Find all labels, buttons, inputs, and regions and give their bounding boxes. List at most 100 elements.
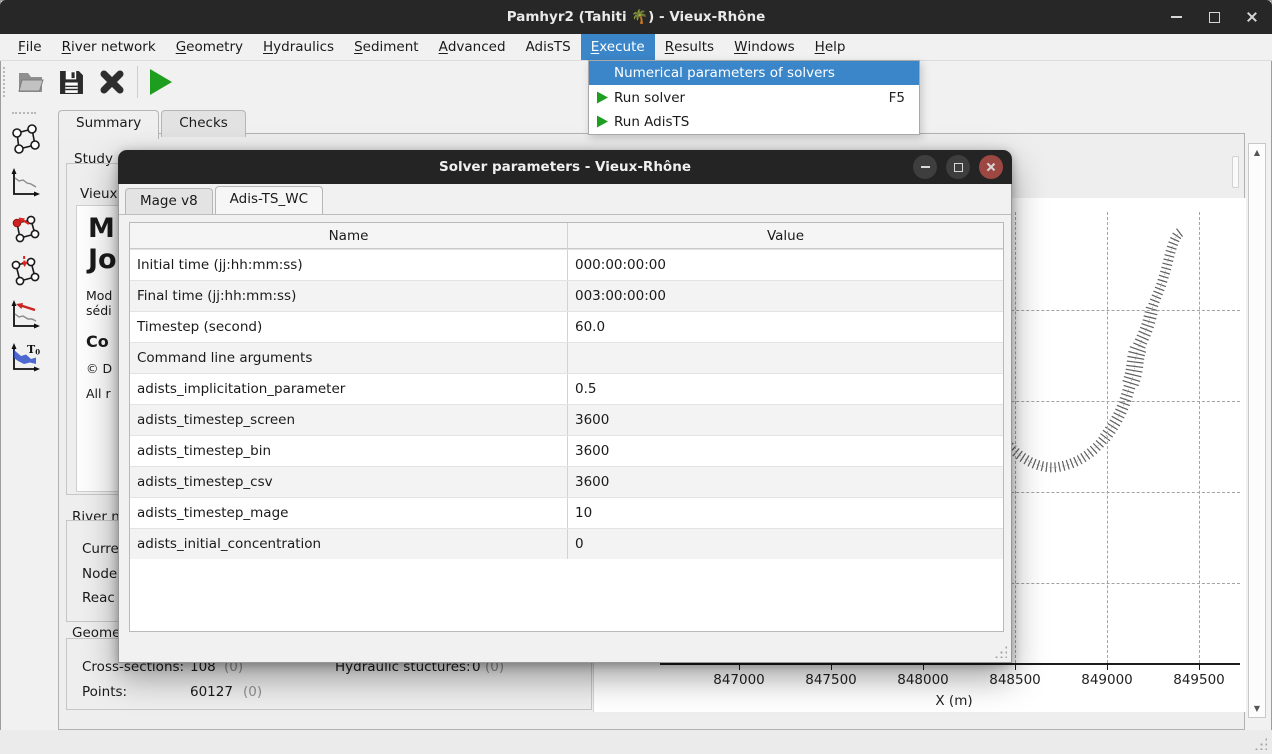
window-resize-grip[interactable] — [1254, 737, 1267, 750]
close-study-button[interactable] — [95, 64, 129, 100]
study-text-line1: Mod — [86, 288, 113, 303]
dialog-titlebar[interactable]: Solver parameters - Vieux-Rhône — [118, 150, 1012, 184]
menu-item-label: Run solver — [614, 89, 686, 106]
param-value[interactable] — [567, 343, 1003, 373]
dialog-tab-adis-ts-wc[interactable]: Adis-TS_WC — [214, 186, 323, 214]
execute-menu-item-run-solver[interactable]: Run solver F5 — [589, 85, 919, 109]
maximize-icon[interactable] — [1206, 9, 1222, 25]
param-name[interactable]: adists_initial_concentration — [137, 536, 322, 552]
longitudinal-profile-button[interactable] — [6, 164, 44, 202]
param-row-timestep-second[interactable]: Timestep (second) 60.0 — [130, 311, 1003, 342]
river-network-button[interactable] — [6, 120, 44, 158]
param-name[interactable]: adists_timestep_mage — [137, 505, 289, 521]
param-row-adists-initial-concentration[interactable]: adists_initial_concentration 0 — [130, 528, 1003, 559]
svg-text:T0: T0 — [27, 343, 40, 357]
main-toolbar — [0, 61, 1272, 104]
param-name[interactable]: adists_timestep_screen — [137, 412, 296, 428]
dialog-tab-line — [119, 214, 1011, 215]
menu-item-label: Run AdisTS — [614, 113, 690, 130]
param-row-final-time-jj-hh-mm-ss[interactable]: Final time (jj:hh:mm:ss) 003:00:00:00 — [130, 280, 1003, 311]
param-row-command-line-arguments[interactable]: Command line arguments — [130, 342, 1003, 373]
sidebar-grip[interactable] — [12, 112, 36, 117]
param-name[interactable]: Command line arguments — [137, 350, 313, 366]
save-icon — [59, 70, 83, 94]
execute-menu-item-run-adists[interactable]: Run AdisTS — [589, 110, 919, 134]
param-row-initial-time-jj-hh-mm-ss[interactable]: Initial time (jj:hh:mm:ss) 000:00:00:00 — [130, 249, 1003, 280]
toolbar-grip[interactable] — [3, 67, 8, 97]
stat-cross-sections-value: 108 — [190, 659, 216, 675]
param-row-adists-timestep-bin[interactable]: adists_timestep_bin 3600 — [130, 435, 1003, 466]
param-name[interactable]: adists_timestep_bin — [137, 443, 272, 459]
param-value[interactable]: 3600 — [567, 405, 1003, 435]
study-subheading: Co — [86, 332, 109, 351]
study-heading-line2: Jo — [88, 244, 117, 275]
longitudinal-profile-icon — [11, 168, 40, 197]
vertical-scrollbar[interactable]: ▲ ▼ — [1248, 143, 1266, 718]
param-value[interactable]: 003:00:00:00 — [567, 281, 1003, 311]
stat-cross-sections-label: Cross-sections: — [82, 659, 185, 675]
tab-summary[interactable]: Summary — [58, 110, 160, 139]
open-study-button[interactable] — [14, 64, 48, 100]
param-value[interactable]: 3600 — [567, 436, 1003, 466]
window-titlebar: Pamhyr2 (Tahiti 🌴) - Vieux-Rhône — [0, 0, 1272, 34]
toolbar-separator — [137, 66, 138, 98]
scroll-up-icon[interactable]: ▲ — [1253, 148, 1261, 157]
param-name[interactable]: adists_implicitation_parameter — [137, 381, 346, 397]
execute-menu-dropdown: Numerical parameters of solvers Run solve… — [588, 60, 920, 136]
dialog-minimize-icon[interactable] — [913, 155, 937, 179]
execute-menu-item-numerical-parameters-of-solvers[interactable]: Numerical parameters of solvers — [589, 61, 919, 86]
dialog-resize-grip[interactable] — [994, 645, 1007, 658]
header-name: Name — [328, 227, 369, 244]
param-value[interactable]: 000:00:00:00 — [567, 250, 1003, 280]
splitter-handle[interactable] — [1232, 156, 1239, 188]
param-value[interactable]: 60.0 — [567, 312, 1003, 342]
minimize-icon[interactable] — [1168, 9, 1184, 25]
geometry-group-label: Geome — [68, 625, 125, 641]
dialog-maximize-icon[interactable] — [946, 155, 970, 179]
param-name[interactable]: Timestep (second) — [137, 319, 263, 335]
x-tick-label: 849000 — [1081, 672, 1133, 688]
param-row-adists-timestep-csv[interactable]: adists_timestep_csv 3600 — [130, 466, 1003, 497]
param-row-adists-timestep-mage[interactable]: adists_timestep_mage 10 — [130, 497, 1003, 528]
param-value[interactable]: 3600 — [567, 467, 1003, 497]
param-row-adists-timestep-screen[interactable]: adists_timestep_screen 3600 — [130, 404, 1003, 435]
run-icon — [150, 69, 172, 95]
t0-initial-state-button[interactable]: T0 — [6, 339, 44, 377]
param-name[interactable]: Final time (jj:hh:mm:ss) — [137, 288, 297, 304]
param-name[interactable]: adists_timestep_csv — [137, 474, 273, 490]
scroll-down-icon[interactable]: ▼ — [1253, 704, 1261, 713]
boundary-condition-button[interactable] — [6, 208, 44, 246]
rn-row-nodes: Node — [82, 566, 118, 582]
x-tick-mark — [923, 665, 924, 670]
param-name[interactable]: Initial time (jj:hh:mm:ss) — [137, 257, 303, 273]
param-value[interactable]: 0.5 — [567, 374, 1003, 404]
menu-item-adists[interactable]: AdisTS — [525, 39, 571, 55]
param-row-adists-implicitation-parameter[interactable]: adists_implicitation_parameter 0.5 — [130, 373, 1003, 404]
river-network-icon — [12, 124, 40, 154]
run-solver-button[interactable] — [144, 64, 178, 100]
save-study-button[interactable] — [54, 64, 88, 100]
study-copyright: © D — [86, 361, 113, 376]
tab-checks[interactable]: Checks — [161, 110, 246, 137]
close-x-icon — [100, 70, 124, 94]
initial-condition-button[interactable] — [6, 296, 44, 334]
dialog-tab-mage-v8[interactable]: Mage v8 — [125, 188, 213, 214]
param-value[interactable]: 0 — [567, 529, 1003, 559]
x-tick-mark — [1199, 665, 1200, 670]
stat-points-value: 60127 — [190, 684, 233, 700]
close-icon[interactable] — [1244, 9, 1260, 25]
param-value[interactable]: 10 — [567, 498, 1003, 528]
lateral-contribution-button[interactable] — [6, 251, 44, 289]
dialog-close-icon[interactable] — [979, 155, 1003, 179]
